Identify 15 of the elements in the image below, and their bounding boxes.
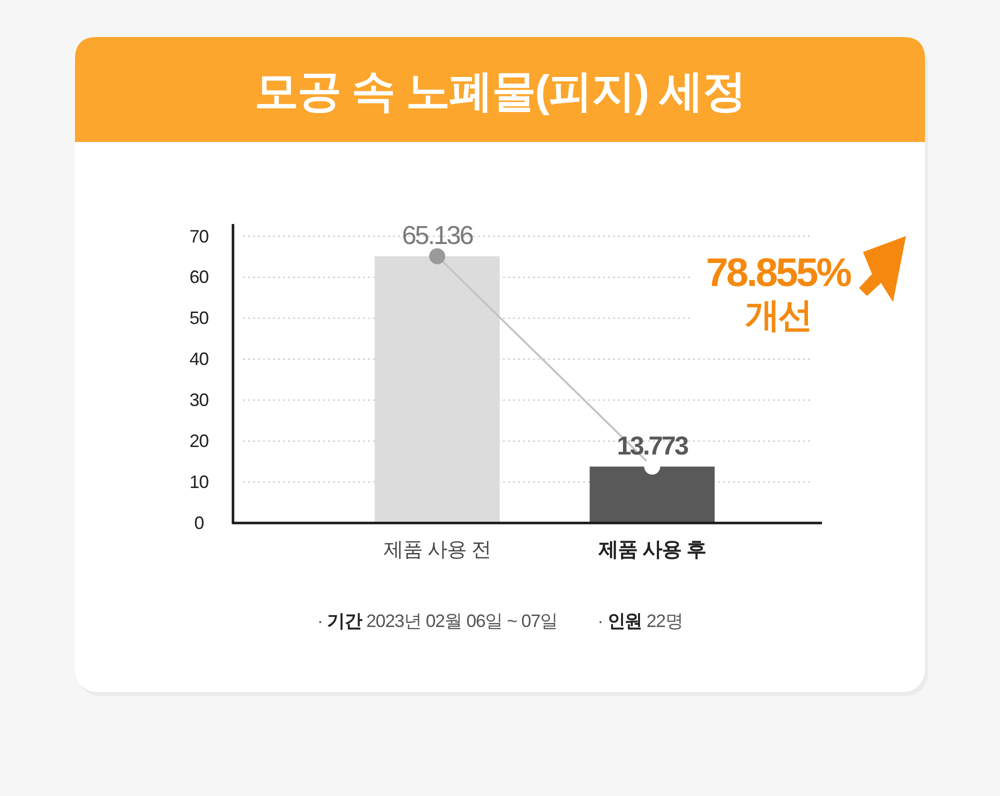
- chart-title: 모공 속 노폐물(피지) 세정: [254, 67, 746, 116]
- y-tick-label: 70: [189, 226, 209, 246]
- x-tick-label: 제품 사용 전: [383, 539, 492, 561]
- y-tick-label: 60: [189, 267, 209, 288]
- y-tick-label: 30: [189, 390, 209, 410]
- data-label: 65.136: [402, 220, 474, 250]
- x-tick-label: 제품 사용 후: [597, 539, 706, 561]
- y-tick-label: 40: [189, 349, 209, 370]
- y-tick-label: 10: [189, 472, 209, 492]
- annotation: 78.855% 개선: [706, 251, 850, 335]
- y-tick-label: 0: [194, 513, 204, 533]
- y-tick-label: 50: [189, 308, 209, 328]
- notes: · 기간 2023년 02월 06일 ~ 07일 · 인원 22명: [317, 611, 683, 631]
- y-tick-label: 20: [189, 431, 209, 452]
- data-label: 13.773: [616, 430, 688, 461]
